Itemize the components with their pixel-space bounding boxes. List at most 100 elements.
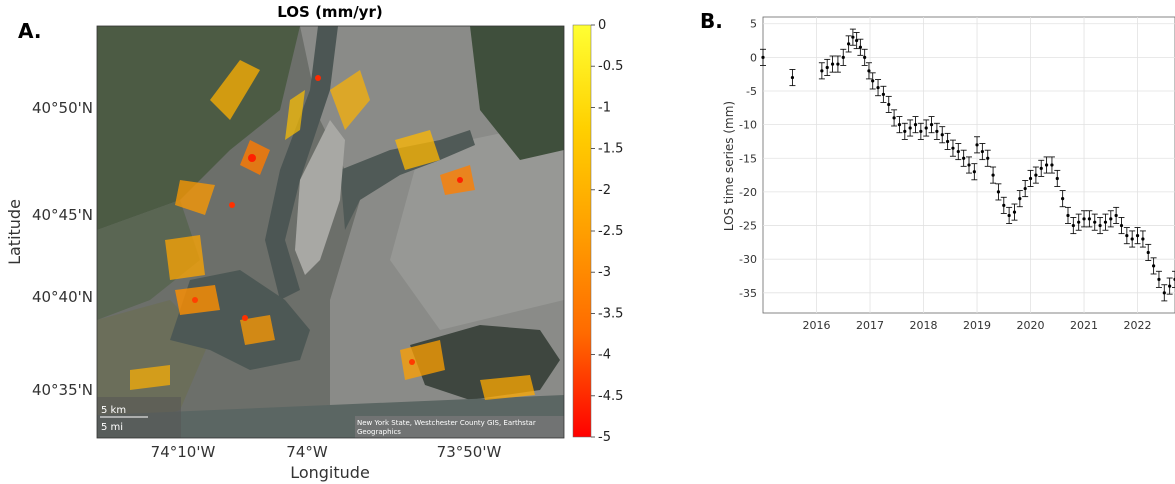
map-title: LOS (mm/yr) xyxy=(277,3,382,21)
colorbar-tick-label: 0 xyxy=(598,18,606,33)
data-point xyxy=(1135,234,1140,238)
lat-tick-label: 40°45'N xyxy=(32,206,93,224)
data-point xyxy=(986,156,990,160)
data-point xyxy=(1039,166,1043,170)
data-point xyxy=(919,129,923,133)
colorbar-tick-label: -4.5 xyxy=(598,389,623,404)
data-point xyxy=(1050,163,1054,167)
panel-b-label: B. xyxy=(700,9,723,33)
data-point xyxy=(1087,217,1091,221)
scalebar-mi: 5 mi xyxy=(101,422,123,433)
data-point xyxy=(858,45,862,49)
data-point xyxy=(924,126,928,130)
data-point xyxy=(1044,163,1049,167)
data-point xyxy=(1146,250,1150,255)
data-point xyxy=(1119,223,1124,228)
data-point xyxy=(980,149,984,154)
x-tick-label: 2022 xyxy=(1124,319,1152,332)
x-tick-label: 2017 xyxy=(856,319,884,332)
los-hotspots xyxy=(130,60,535,400)
data-point xyxy=(1109,217,1113,221)
data-point xyxy=(956,149,960,154)
data-point xyxy=(991,173,995,177)
colorbar-tick-label: -3.5 xyxy=(598,306,623,321)
data-point xyxy=(841,55,845,59)
lon-tick-label: 74°10'W xyxy=(151,443,216,461)
data-point xyxy=(1002,203,1006,207)
data-point xyxy=(1012,210,1017,214)
data-point xyxy=(1098,223,1102,228)
data-point xyxy=(855,38,859,43)
data-point xyxy=(1028,176,1033,181)
colorbar-tick-label: -1 xyxy=(598,100,611,115)
data-point xyxy=(1168,284,1172,288)
data-point xyxy=(863,55,867,59)
x-ticks: 2016 2017 2018 2019 2020 2021 2022 xyxy=(803,319,1152,332)
data-point xyxy=(967,163,971,167)
data-point xyxy=(1034,173,1038,177)
data-point xyxy=(935,129,939,133)
y-tick-label: -20 xyxy=(739,186,757,199)
colorbar-tick-label: -2 xyxy=(598,183,611,198)
y-tick-label: -30 xyxy=(739,253,757,266)
data-point xyxy=(972,170,976,174)
x-tick-label: 2019 xyxy=(963,319,991,332)
data-point xyxy=(996,190,1001,194)
data-point xyxy=(945,139,950,144)
panel-a-label: A. xyxy=(18,19,41,43)
attribution-line1: New York State, Westchester County GIS, … xyxy=(357,419,536,427)
data-point xyxy=(876,86,880,90)
data-point xyxy=(929,123,934,127)
data-points xyxy=(760,28,1175,302)
y-tick-label: -15 xyxy=(739,152,757,165)
data-point xyxy=(847,42,851,46)
attribution-line2: Geographics xyxy=(357,428,401,436)
satellite-map: 5 km 5 mi New York State, Westchester Co… xyxy=(97,26,564,438)
colorbar-ticks: 0 -0.5 -1 -1.5 -2 -2.5 -3 -3.5 -4 -4.5 -5 xyxy=(591,18,623,445)
data-point xyxy=(1141,237,1145,241)
colorbar-tick-label: -2.5 xyxy=(598,224,623,239)
data-point xyxy=(1061,197,1065,201)
colorbar-tick-label: -1.5 xyxy=(598,142,623,157)
data-point xyxy=(1125,234,1129,238)
data-point xyxy=(881,92,885,96)
data-point xyxy=(1066,213,1070,218)
data-point xyxy=(830,62,835,66)
map-ylabel: Latitude xyxy=(5,199,24,265)
y-tick-label: -35 xyxy=(739,287,757,300)
x-tick-label: 2016 xyxy=(803,319,831,332)
data-point xyxy=(940,133,944,137)
data-point xyxy=(1162,291,1166,295)
data-point xyxy=(1151,264,1156,268)
lat-tick-label: 40°50'N xyxy=(32,99,93,117)
data-point xyxy=(892,116,896,120)
colorbar-tick-label: -5 xyxy=(598,430,611,445)
data-point xyxy=(790,75,795,80)
data-point xyxy=(908,126,912,130)
data-point xyxy=(913,123,918,127)
colorbar-tick-label: -4 xyxy=(598,348,611,363)
data-point xyxy=(1103,220,1108,224)
data-point xyxy=(951,146,955,150)
data-point xyxy=(1077,220,1081,224)
y-tick-label: -25 xyxy=(739,220,757,233)
data-point xyxy=(887,102,891,107)
data-point xyxy=(962,156,966,160)
ts-ylabel: LOS time series (mm) xyxy=(722,101,736,231)
colorbar-tick-label: -0.5 xyxy=(598,59,623,74)
y-tick-label: -10 xyxy=(739,119,757,132)
data-point xyxy=(903,129,907,133)
colorbar xyxy=(572,24,592,438)
x-tick-label: 2020 xyxy=(1017,319,1045,332)
data-point xyxy=(1071,223,1075,228)
time-series-plot: 50-5-10-15-20-25-30-35 2016 2017 2018 2019 2… xyxy=(739,16,1175,332)
lat-tick-label: 40°35'N xyxy=(32,381,93,399)
latitude-ticks: 40°50'N 40°45'N 40°40'N 40°35'N xyxy=(32,99,93,399)
x-tick-label: 2018 xyxy=(910,319,938,332)
data-point xyxy=(1055,176,1059,181)
scalebar-km: 5 km xyxy=(101,405,126,416)
colorbar-tick-label: -3 xyxy=(598,265,611,280)
longitude-ticks: 74°10'W 74°W 73°50'W xyxy=(151,443,502,461)
lon-tick-label: 74°W xyxy=(286,443,328,461)
